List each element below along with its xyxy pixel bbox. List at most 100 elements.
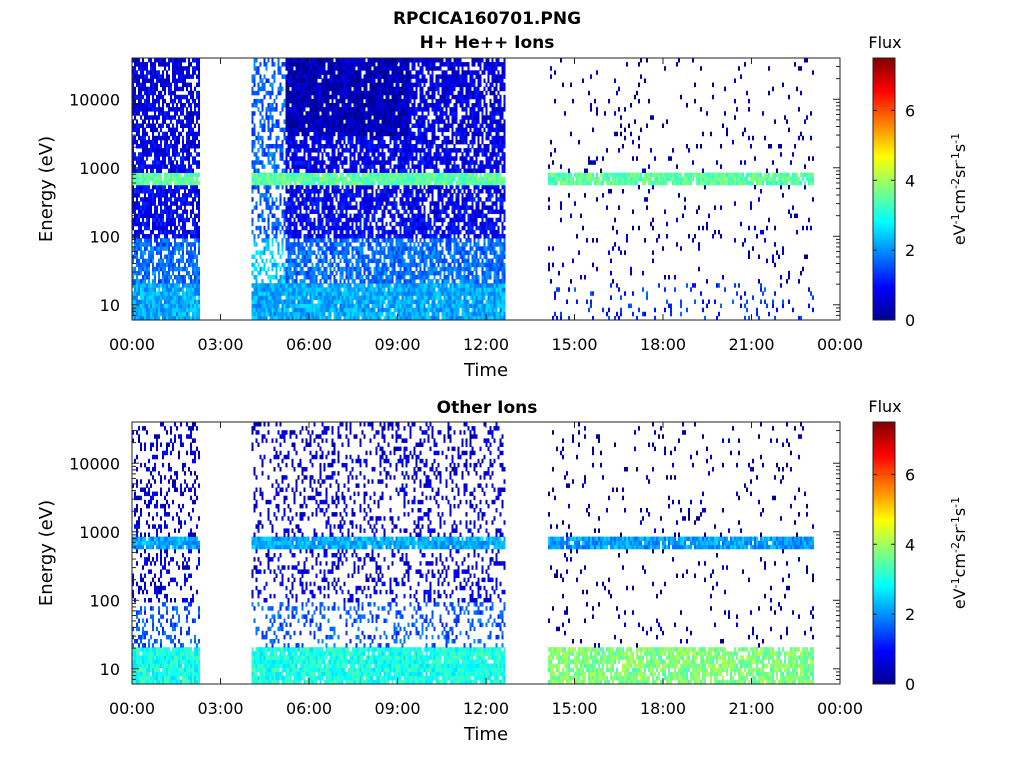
spectrogram-cell: [188, 123, 190, 128]
spectrogram-cell: [321, 201, 324, 206]
spectrogram-cell: [331, 119, 334, 124]
spectrogram-cell: [196, 74, 198, 79]
spectrogram-cell: [277, 164, 280, 169]
spectrogram-cell: [166, 270, 168, 276]
spectrogram-cell: [349, 258, 352, 264]
spectrogram-cell: [158, 229, 160, 235]
spectrogram-cell: [329, 311, 332, 317]
spectrogram-cell: [174, 201, 176, 206]
spectrogram-cell: [194, 307, 196, 313]
spectrogram-cell: [142, 258, 144, 264]
spectrogram-cell: [311, 242, 314, 247]
spectrogram-cell: [144, 315, 146, 321]
spectrogram-cell: [138, 131, 140, 137]
spectrogram-cell: [168, 148, 170, 153]
spectrogram-cell: [263, 164, 266, 169]
spectrogram-cell: [269, 299, 272, 304]
spectrogram-cell: [164, 303, 166, 309]
spectrogram-cell: [287, 303, 290, 309]
spectrogram-cell: [363, 189, 366, 194]
spectrogram-cell: [301, 197, 304, 202]
spectrogram-cell: [365, 238, 368, 243]
spectrogram-cell: [281, 299, 284, 304]
spectrogram-cell: [150, 86, 152, 92]
spectrogram-cell: [325, 250, 328, 255]
spectrogram-cell: [289, 234, 292, 239]
spectrogram-cell: [283, 221, 286, 227]
spectrogram-cell: [273, 299, 276, 304]
spectrogram-cell: [377, 172, 380, 178]
spectrogram-cell: [150, 209, 152, 214]
spectrogram-cell: [293, 86, 296, 92]
spectrogram-cell: [180, 279, 182, 284]
spectrogram-cell: [347, 238, 350, 243]
spectrogram-cell: [152, 287, 154, 292]
spectrogram-cell: [279, 315, 282, 321]
spectrogram-cell: [192, 283, 194, 288]
spectrogram-cell: [327, 135, 330, 141]
spectrogram-cell: [257, 135, 260, 141]
spectrogram-cell: [142, 148, 144, 153]
spectrogram-cell: [190, 283, 192, 288]
spectrogram-cell: [180, 213, 182, 219]
spectrogram-cell: [184, 238, 186, 243]
spectrogram-cell: [176, 160, 178, 165]
spectrogram-cell: [182, 275, 184, 280]
spectrogram-cell: [337, 315, 340, 321]
spectrogram-cell: [166, 201, 168, 206]
spectrogram-cell: [369, 168, 372, 173]
spectrogram-cell: [253, 254, 256, 259]
spectrogram-cell: [377, 311, 380, 317]
spectrogram-cell: [273, 70, 276, 75]
spectrogram-cell: [146, 172, 148, 178]
spectrogram-cell: [301, 295, 304, 300]
spectrogram-cell: [265, 111, 268, 116]
spectrogram-cell: [331, 270, 334, 276]
spectrogram-cell: [194, 111, 196, 116]
spectrogram-cell: [327, 139, 330, 145]
spectrogram-cell: [170, 250, 172, 255]
spectrogram-cell: [329, 258, 332, 264]
spectrogram-cell: [297, 98, 300, 104]
spectrogram-cell: [190, 295, 192, 300]
spectrogram-cell: [255, 184, 258, 190]
spectrogram-cell: [375, 238, 378, 243]
spectrogram-cell: [367, 254, 370, 259]
spectrogram-cell: [154, 213, 156, 219]
spectrogram-cell: [188, 156, 190, 161]
spectrogram-cell: [273, 156, 276, 161]
spectrogram-cell: [196, 213, 198, 219]
spectrogram-cell: [156, 234, 158, 239]
spectrogram-cell: [371, 283, 374, 288]
spectrogram-cell: [259, 250, 262, 255]
spectrogram-cell: [188, 119, 190, 124]
spectrogram-cell: [345, 144, 348, 149]
spectrogram-cell: [184, 176, 186, 182]
spectrogram-cell: [379, 103, 382, 108]
spectrogram-cell: [351, 193, 354, 198]
spectrogram-cell: [343, 291, 346, 296]
spectrogram-cell: [154, 103, 156, 108]
spectrogram-cell: [158, 283, 160, 288]
spectrogram-cell: [313, 123, 316, 128]
spectrogram-cell: [251, 74, 254, 79]
spectrogram-cell: [172, 127, 174, 133]
spectrogram-cell: [293, 78, 296, 83]
spectrogram-cell: [170, 172, 172, 178]
spectrogram-cell: [182, 217, 184, 223]
spectrogram-cell: [158, 307, 160, 313]
spectrogram-cell: [365, 201, 368, 206]
spectrogram-cell: [357, 303, 360, 309]
spectrogram-cell: [345, 156, 348, 161]
spectrogram-cell: [321, 131, 324, 137]
spectrogram-cell: [281, 209, 284, 214]
spectrogram-cell: [323, 311, 326, 317]
spectrogram-cell: [190, 86, 192, 92]
spectrogram-cell: [172, 70, 174, 75]
spectrogram-cell: [160, 172, 162, 178]
spectrogram-cell: [148, 180, 150, 186]
spectrogram-cell: [267, 225, 270, 231]
spectrogram-cell: [261, 250, 264, 255]
spectrogram-cell: [255, 307, 258, 313]
spectrogram-cell: [315, 94, 318, 100]
